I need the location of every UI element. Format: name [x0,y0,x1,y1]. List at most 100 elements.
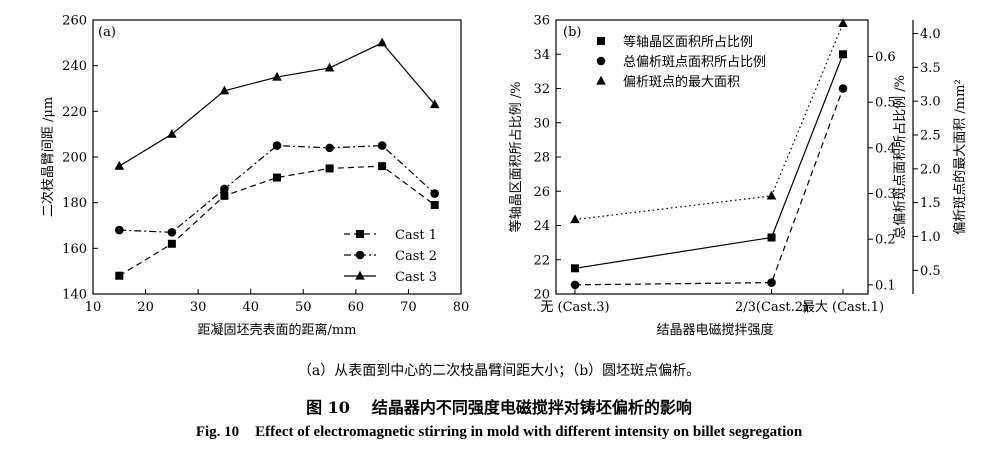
y-left-tick-label: 36 [533,14,550,29]
series-line [119,144,436,233]
y-left-tick-label: 28 [533,151,550,166]
y-right1-tick-label: 0.2 [875,233,896,248]
data-point [114,225,124,235]
y-tick-label: 220 [62,105,87,120]
y-axis-label: 二次枝晶臂间距 /μm [40,97,56,217]
x-axis-label: 距凝固坯壳表面的距离/mm [197,322,356,338]
y-right1-tick-label: 0.6 [875,50,896,65]
y-tick-label: 260 [62,14,87,29]
series-line [574,88,844,286]
y-left-tick-label: 30 [533,116,550,131]
y-right1-tick-label: 0.3 [875,187,896,202]
data-point [377,37,387,47]
y-right2-tick-label: 1.0 [920,230,941,245]
data-point [324,62,335,72]
data-point [219,85,230,95]
data-point [767,278,776,287]
data-point [839,50,847,59]
y-right2-tick-label: 4.0 [920,27,941,42]
legend-marker [355,250,365,260]
legend-marker [356,230,364,238]
data-point [167,228,177,237]
data-point [220,184,229,194]
legend-label: Cast 3 [395,270,437,285]
y-right2-tick-label: 0.5 [920,264,941,279]
data-point [220,191,229,200]
data-point [272,71,282,81]
y-axis-label-right-1: 总偏析斑点面积所占比例 /% [893,75,908,239]
x-tick-label: 30 [190,300,207,315]
data-point [378,162,387,171]
legend-label: Cast 1 [395,228,437,243]
figure-subcaption: （a）从表面到中心的二次枝晶臂间距大小；（b）圆坯斑点偏析。 [297,363,701,379]
data-point [430,189,440,198]
x-tick-label: 20 [137,300,154,315]
data-point [114,160,125,170]
y-right1-tick-label: 0.4 [875,141,896,156]
y-axis-label-right-2: 偏析斑点的最大面积 /mm² [952,79,968,234]
data-point [167,239,176,248]
y-right2-tick-label: 3.0 [920,95,941,110]
legend-marker [596,56,606,66]
y-right1-tick-label: 0.1 [875,278,896,293]
y-right1-tick-label: 0.5 [875,96,896,111]
legend-label: 等轴晶区面积所占比例 [623,34,753,50]
y-right2-tick-label: 3.5 [920,61,941,76]
panel-label: (b) [563,25,581,40]
x-tick-label: 2/3(Cast.2) [735,300,808,315]
data-point [570,280,580,290]
figure-caption-en: Fig. 10 Effect of electromagnetic stirrin… [0,424,998,441]
y-tick-label: 160 [62,242,87,257]
y-axis-label-left: 等轴晶区面积所占比例 /% [508,82,524,233]
figure-caption-cn: 图 10 结晶器内不同强度电磁搅拌对铸坯偏析的影响 [0,394,998,418]
x-tick-label: 80 [453,300,470,315]
legend-marker [597,37,605,45]
data-point [571,264,579,273]
y-left-tick-label: 32 [533,82,550,97]
data-point [115,271,124,280]
x-tick-label: 最大 (Cast.1) [802,300,884,315]
y-right2-tick-label: 1.5 [920,196,941,211]
series-line [118,165,436,277]
y-right2-tick-label: 2.5 [920,129,941,144]
data-point [838,18,848,27]
data-point [430,200,439,209]
x-tick-label: 10 [85,300,102,315]
y-left-tick-label: 20 [533,288,550,303]
data-point [272,141,282,150]
figure-title-en: Effect of electromagnetic stirring in mo… [255,424,803,440]
chart-panel-a: 10 20 30 40 50 60 70 80 140 160 180 200 220 240 260 (a)… [40,14,469,339]
x-tick-label: 70 [400,300,417,315]
y-tick-label: 200 [62,151,87,166]
y-left-tick-label: 24 [533,219,550,234]
data-point [429,99,440,109]
x-tick-label: 60 [348,300,365,315]
series-line [574,23,844,221]
y-left-tick-label: 34 [533,48,550,63]
legend-label: 偏析斑点的最大面积 [623,74,740,90]
chart-panel-b: 20 22 24 26 28 30 32 34 36 0.1 0.2 0.3 0.4 0.5 0.6 0.5 1… [508,14,968,339]
x-tick-label: 无 (Cast.3) [540,300,609,315]
data-point [377,141,387,150]
legend-marker [355,270,365,280]
data-point [766,190,777,200]
data-point [767,233,776,242]
x-tick-label: 50 [295,300,312,315]
panel-label: (a) [98,25,116,40]
y-tick-label: 240 [62,59,87,74]
y-tick-label: 140 [62,288,87,303]
data-point [838,84,848,93]
x-axis-label: 结晶器电磁搅拌强度 [656,322,773,338]
legend-label: 总偏析斑点面积所占比例 [623,55,766,70]
data-point [167,128,177,138]
data-point [325,143,334,153]
figure-number-cn: 图 10 [306,398,350,417]
figure-number-en: Fig. 10 [195,424,240,440]
y-left-tick-label: 22 [533,253,550,268]
x-tick-label: 40 [242,300,259,315]
data-point [325,164,334,173]
data-point [570,214,580,224]
y-right2-tick-label: 2.0 [920,162,941,177]
legend-label: Cast 2 [395,249,437,264]
